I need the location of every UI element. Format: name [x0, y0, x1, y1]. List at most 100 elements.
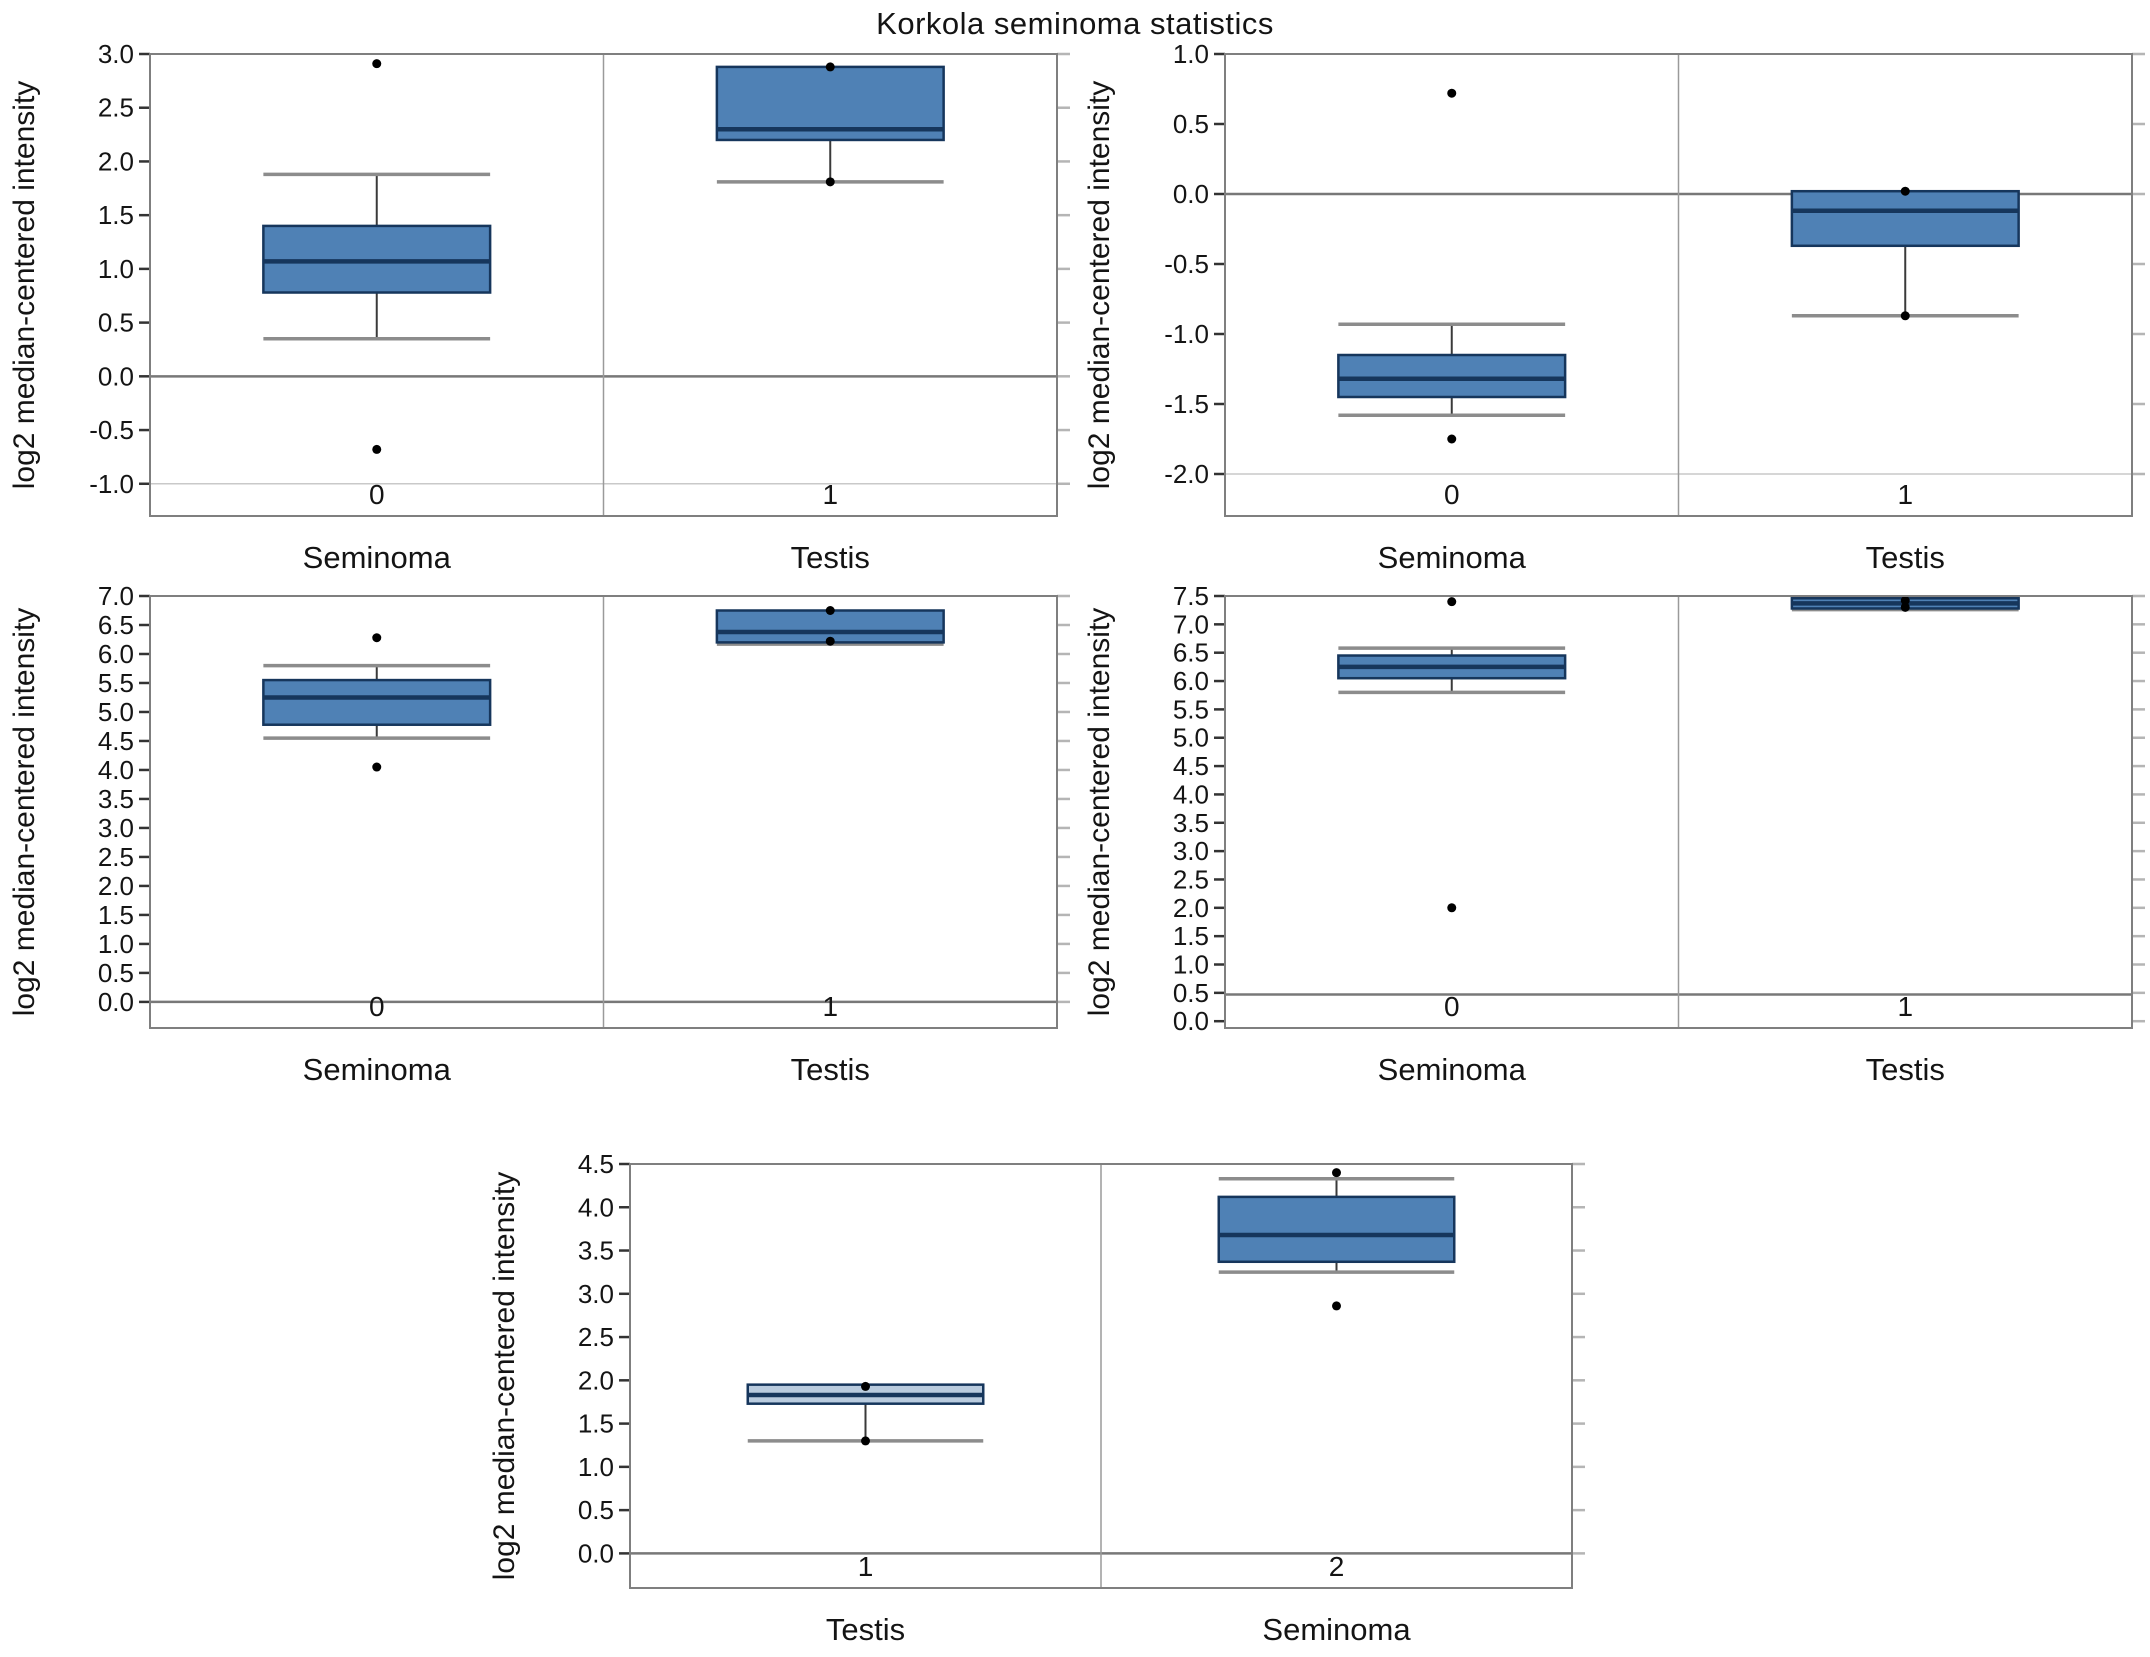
- y-tick-label: 7.5: [1173, 581, 1209, 611]
- y-tick-label: 1.5: [578, 1409, 614, 1439]
- y-tick-label: 4.0: [98, 755, 134, 785]
- y-tick-label: -1.5: [1164, 389, 1209, 419]
- category-code-label: 2: [1329, 1551, 1345, 1582]
- outlier-dot: [372, 633, 382, 643]
- outlier-dot: [1900, 186, 1910, 196]
- plot-frame: [149, 595, 1058, 1029]
- y-tick-label: 1.0: [98, 254, 134, 284]
- y-tick-label: 2.0: [98, 146, 134, 176]
- y-tick-label: 1.5: [98, 200, 134, 230]
- category-name-label: Seminoma: [303, 1052, 452, 1087]
- outlier-dot: [372, 444, 382, 454]
- y-axis-label: log2 median-centered intensity: [1083, 81, 1116, 490]
- y-tick-label: 0.0: [98, 987, 134, 1017]
- y-tick-label: 4.0: [1173, 779, 1209, 809]
- category-code-label: 0: [369, 991, 385, 1022]
- outlier-dot: [372, 59, 382, 69]
- y-tick-label: 3.0: [98, 813, 134, 843]
- boxplot-middle-right: 7.57.06.56.05.55.04.54.03.53.02.52.01.51…: [1083, 581, 2145, 1087]
- y-axis-label: log2 median-centered intensity: [488, 1172, 521, 1581]
- category-name-label: Seminoma: [1262, 1612, 1411, 1647]
- y-tick-label: 0.0: [1173, 179, 1209, 209]
- y-tick-label: 4.5: [1173, 751, 1209, 781]
- figure-title: Korkola seminoma statistics: [876, 6, 1274, 41]
- outlier-dot: [825, 636, 835, 646]
- y-tick-label: 5.5: [1173, 694, 1209, 724]
- outlier-dot: [861, 1381, 870, 1391]
- y-tick-label: 5.0: [98, 697, 134, 727]
- y-tick-label: 2.5: [1173, 864, 1209, 894]
- outlier-dot: [1447, 597, 1457, 607]
- category-name-label: Seminoma: [1378, 1052, 1527, 1087]
- y-tick-label: 5.0: [1173, 723, 1209, 753]
- y-tick-label: 2.5: [98, 842, 134, 872]
- y-axis-label: log2 median-centered intensity: [8, 81, 41, 490]
- category-name-label: Testis: [1866, 1052, 1945, 1087]
- plot-frame: [1224, 53, 2133, 517]
- y-axis-label: log2 median-centered intensity: [1083, 608, 1116, 1017]
- y-tick-label: 1.0: [578, 1452, 614, 1482]
- category-code-label: 0: [1444, 991, 1460, 1022]
- y-tick-label: 3.0: [98, 39, 134, 69]
- category-name-label: Testis: [826, 1612, 905, 1647]
- y-tick-label: 1.5: [1173, 921, 1209, 951]
- box-testis: [1790, 189, 2020, 248]
- y-tick-label: 4.0: [578, 1192, 614, 1222]
- y-tick-label: 0.0: [98, 361, 134, 391]
- y-tick-label: -1.0: [1164, 319, 1209, 349]
- y-tick-label: 7.0: [1173, 609, 1209, 639]
- category-code-label: 1: [858, 1551, 874, 1582]
- outlier-dot: [372, 762, 382, 772]
- y-tick-label: 6.0: [1173, 666, 1209, 696]
- y-tick-label: 3.5: [98, 784, 134, 814]
- y-tick-label: 2.0: [98, 871, 134, 901]
- boxplot-middle-left: 7.06.56.05.55.04.54.03.53.02.52.01.51.00…: [8, 581, 1070, 1087]
- y-tick-label: 3.5: [1173, 808, 1209, 838]
- outlier-dot: [861, 1436, 870, 1446]
- y-tick-label: -0.5: [89, 415, 134, 445]
- outlier-dot: [1447, 903, 1457, 913]
- y-tick-label: 2.0: [578, 1365, 614, 1395]
- y-tick-label: 5.5: [98, 668, 134, 698]
- outlier-dot: [1332, 1168, 1341, 1178]
- y-tick-label: 2.5: [98, 93, 134, 123]
- y-tick-label: 4.5: [98, 726, 134, 756]
- box-seminoma: [262, 678, 492, 726]
- outlier-dot: [1900, 311, 1910, 321]
- category-name-label: Seminoma: [303, 540, 452, 575]
- y-tick-label: 6.0: [98, 639, 134, 669]
- y-tick-label: 1.0: [98, 929, 134, 959]
- boxplot-bottom-center: 4.5 4.0 3.5 3.0 2.5 2.0 1.5 1.0 0.5 0.0 1 Testis 2 Se…: [488, 1149, 1585, 1647]
- category-name-label: Testis: [791, 1052, 870, 1087]
- outlier-dot: [1447, 88, 1457, 98]
- plot-frame: [1224, 595, 2133, 1029]
- boxplot-top-left: 3.0 2.5 2.0 1.5 1.0 0.5 0.0 -0.5 -1.0 0 Seminoma 1 T…: [8, 39, 1070, 575]
- y-tick-label: 6.5: [98, 610, 134, 640]
- y-tick-label: 2.0: [1173, 893, 1209, 923]
- y-tick-label: 2.5: [578, 1322, 614, 1352]
- box-seminoma: [1337, 353, 1567, 399]
- outlier-dot: [1900, 602, 1910, 612]
- category-name-label: Testis: [791, 540, 870, 575]
- y-tick-label: 0.5: [1173, 978, 1209, 1008]
- y-tick-label: 6.5: [1173, 638, 1209, 668]
- y-tick-label: -1.0: [89, 469, 134, 499]
- plot-frame: [149, 53, 1058, 517]
- y-tick-label: 0.0: [1173, 1006, 1209, 1036]
- y-tick-label: 4.5: [578, 1149, 614, 1179]
- category-code-label: 0: [369, 479, 385, 510]
- y-tick-label: 3.0: [1173, 836, 1209, 866]
- y-tick-label: 1.0: [1173, 39, 1209, 69]
- outlier-dot: [825, 605, 835, 615]
- y-tick-label: 0.5: [98, 958, 134, 988]
- y-tick-label: -2.0: [1164, 459, 1209, 489]
- y-tick-label: 0.5: [578, 1495, 614, 1525]
- outlier-dot: [825, 177, 835, 187]
- y-tick-label: 3.5: [578, 1236, 614, 1266]
- outlier-dot: [1900, 596, 1910, 606]
- y-tick-label: -0.5: [1164, 249, 1209, 279]
- boxplot-top-right: 1.0 0.5 0.0 -0.5 -1.0 -1.5 -2.0 0 Seminoma 1 Testi…: [1083, 39, 2145, 575]
- y-tick-label: 1.0: [1173, 950, 1209, 980]
- y-tick-label: 0.5: [98, 308, 134, 338]
